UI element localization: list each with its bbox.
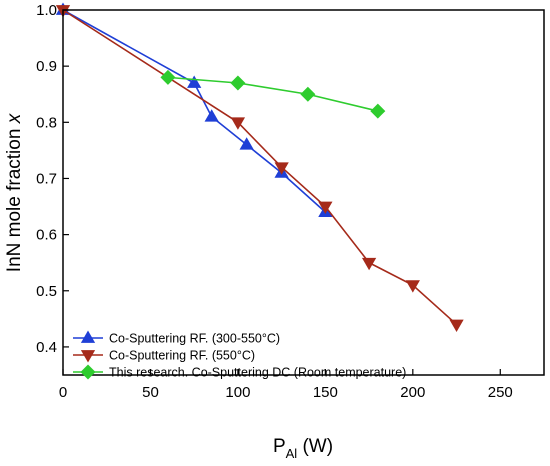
legend-label: Co-Sputtering RF. (300-550°C) — [109, 332, 280, 346]
y-tick-label: 0.7 — [36, 170, 57, 187]
y-tick-label: 0.8 — [36, 114, 57, 131]
series-2-point — [361, 257, 377, 271]
x-axis-title-unit: (W) — [297, 436, 333, 457]
x-tick-label: 50 — [142, 384, 159, 401]
y-tick-label: 0.6 — [36, 227, 57, 244]
y-tick-label: 1.0 — [36, 2, 57, 19]
series-line-3 — [167, 76, 379, 112]
legend: Co-Sputtering RF. (300-550°C) Co-Sputteri… — [73, 330, 406, 380]
y-tick-label: 0.5 — [36, 283, 57, 300]
y-tick-label: 0.4 — [36, 339, 57, 356]
x-axis-title: PAl (W) — [273, 436, 333, 461]
series-line-2 — [62, 9, 458, 326]
series-3-point — [230, 75, 246, 91]
plot-frame — [62, 9, 545, 376]
series-line-1 — [62, 9, 326, 213]
x-axis-title-sub: Al — [286, 446, 298, 461]
legend-label: This research. Co-Sputtering DC (Room te… — [109, 366, 406, 380]
ticks-layer: 0 50 100 150 200 250 0.4 0.5 0.6 0.7 0.8 0.9 1.0 — [36, 2, 513, 401]
legend-marker — [80, 330, 96, 343]
x-tick-label: 0 — [59, 384, 67, 401]
series-2-point — [230, 117, 246, 130]
y-tick-label: 0.9 — [36, 58, 57, 75]
series-layer — [55, 2, 464, 332]
series-2-point — [405, 280, 420, 293]
x-tick-label: 250 — [488, 384, 513, 401]
x-tick-label: 150 — [313, 384, 338, 401]
x-tick-label: 100 — [225, 384, 250, 401]
legend-label: Co-Sputtering RF. (550°C) — [109, 349, 255, 363]
series-1-point — [204, 109, 219, 122]
legend-marker — [80, 364, 96, 380]
x-tick-label: 200 — [400, 384, 425, 401]
y-axis-title-main: InN mole fraction — [4, 123, 25, 272]
x-axis-title-main: P — [273, 436, 286, 457]
y-axis-title: InN mole fraction x — [4, 112, 25, 272]
series-1-point — [239, 137, 254, 150]
series-3-point — [370, 103, 386, 119]
series-2-point — [274, 162, 289, 175]
series-2-point — [449, 319, 464, 332]
legend-marker — [80, 350, 96, 363]
y-axis-title-var: x — [4, 112, 25, 124]
series-1-point — [187, 75, 202, 88]
series-2-point — [318, 201, 333, 215]
series-3-point — [300, 86, 316, 102]
series-3-point — [160, 69, 176, 85]
